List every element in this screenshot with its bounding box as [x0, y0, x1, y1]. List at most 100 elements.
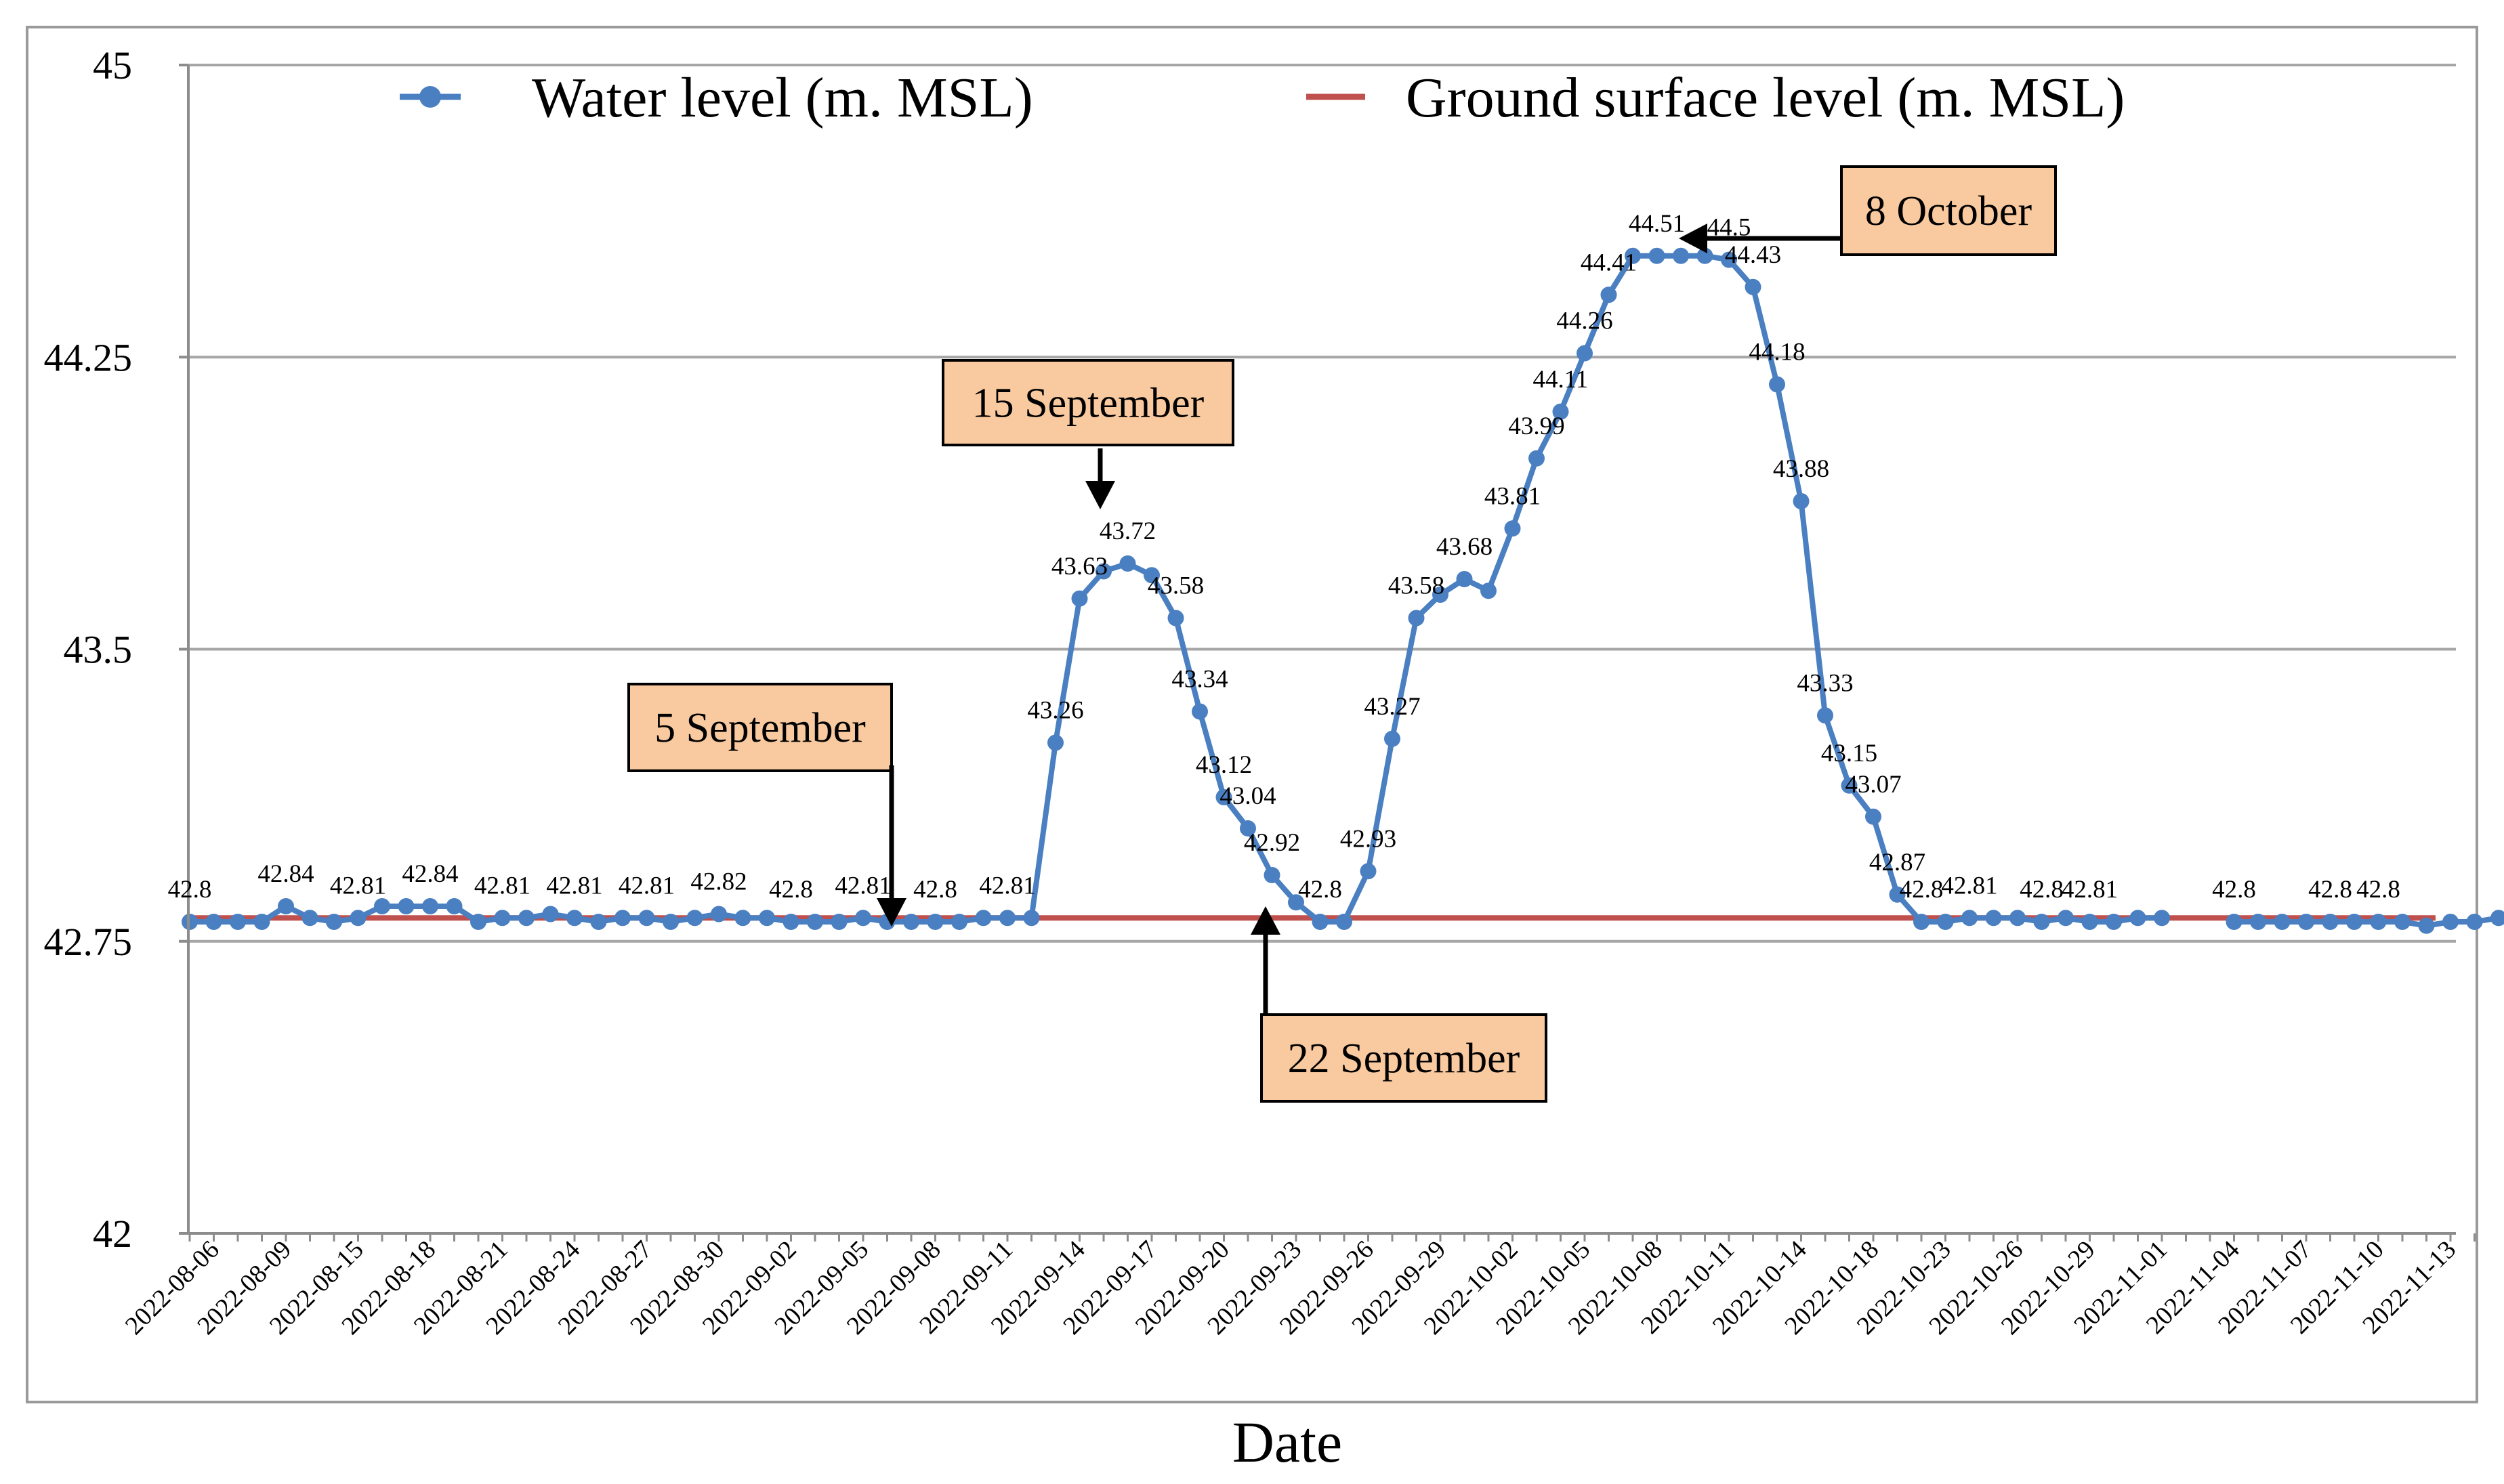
- data-label: 42.81: [474, 872, 530, 899]
- x-axis-title: Date: [1232, 1409, 1342, 1475]
- annotation-arrowhead: [1085, 481, 1115, 509]
- water-level-point: [422, 898, 438, 914]
- water-level-point: [2226, 914, 2242, 930]
- water-level-point: [1504, 520, 1521, 537]
- water-level-point: [1817, 707, 1833, 724]
- water-level-point: [1769, 376, 1785, 393]
- water-level-point: [903, 914, 919, 930]
- water-level-point: [1144, 567, 1160, 584]
- annotation-8-october: 8 October: [1679, 165, 2057, 256]
- water-level-point: [1841, 777, 1858, 794]
- water-level-point: [2081, 914, 2098, 930]
- water-level-point: [1456, 571, 1473, 587]
- y-tick-labels: 42 42.75 43.5 44.25 45: [44, 43, 133, 1256]
- data-label: 43.04: [1219, 782, 1276, 810]
- data-label: 42.84: [257, 860, 314, 888]
- data-labels: 42.8 42.84 42.81 42.84 42.81 42.81 42.81 42.82 4…: [168, 210, 2400, 904]
- water-level-point: [1721, 251, 1737, 268]
- data-label: 42.81: [835, 872, 891, 899]
- water-level-point: [1745, 278, 1761, 295]
- water-level-point: [470, 914, 486, 930]
- data-label: 43.58: [1148, 572, 1204, 600]
- water-level-point: [614, 910, 631, 927]
- water-level-point: [1625, 247, 1641, 264]
- water-level-point: [1071, 590, 1088, 607]
- water-level-point: [1432, 587, 1448, 603]
- water-level-point: [1696, 247, 1713, 264]
- water-level-point: [927, 914, 944, 930]
- data-label: 43.68: [1436, 533, 1493, 561]
- water-level-point: [494, 910, 511, 927]
- water-level-point: [518, 910, 535, 927]
- water-level-point: [855, 910, 871, 927]
- water-level-point: [1937, 914, 1954, 930]
- annotation-box: [1840, 165, 2057, 256]
- data-label: 42.93: [1340, 825, 1396, 853]
- data-label: 42.81: [2062, 876, 2118, 904]
- water-level-point: [2346, 914, 2362, 930]
- data-label: 43.63: [1051, 553, 1108, 580]
- annotation-arrowhead: [1679, 224, 1707, 253]
- water-level-point: [1288, 894, 1304, 911]
- water-level-point: [2106, 914, 2122, 930]
- data-label: 42.8: [769, 876, 813, 904]
- water-level-point: [807, 914, 823, 930]
- water-level-point: [230, 914, 246, 930]
- water-level-point: [1096, 563, 1112, 580]
- data-label: 43.07: [1845, 771, 1901, 799]
- water-level-point: [638, 910, 655, 927]
- water-level-point: [1889, 886, 1906, 903]
- water-level-point: [975, 910, 992, 927]
- water-level-point: [253, 914, 270, 930]
- water-level-point: [686, 910, 703, 927]
- water-level-point: [205, 914, 222, 930]
- data-label: 42.8: [913, 876, 957, 904]
- water-level-point: [1360, 863, 1377, 880]
- annotation-box: [1260, 1013, 1547, 1103]
- annotation-label: 22 September: [1288, 1036, 1520, 1082]
- water-level-point: [1577, 345, 1593, 362]
- data-label: 43.58: [1388, 572, 1444, 600]
- water-level-point: [542, 906, 559, 923]
- water-level-point: [2394, 914, 2411, 930]
- data-label: 44.11: [1533, 366, 1589, 394]
- water-level-point: [831, 914, 848, 930]
- data-label: 42.8: [2308, 876, 2352, 904]
- data-label: 44.18: [1749, 339, 1805, 366]
- water-level-point: [1192, 703, 1208, 720]
- data-label: 44.51: [1629, 210, 1685, 238]
- water-level-point: [759, 910, 775, 927]
- data-label: 44.26: [1556, 308, 1612, 335]
- water-level-point: [1336, 914, 1352, 930]
- data-label: 42.8: [2356, 876, 2400, 904]
- water-level-point: [999, 910, 1016, 927]
- water-level-point: [566, 910, 583, 927]
- water-level-point: [301, 910, 318, 927]
- annotation-arrowhead: [877, 898, 906, 927]
- water-level-point: [2274, 914, 2291, 930]
- water-level-point: [1312, 914, 1329, 930]
- data-label: 44.43: [1725, 241, 1781, 269]
- legend-ground-label: Ground surface level (m. MSL): [1406, 66, 2125, 129]
- water-level-point: [1215, 789, 1232, 805]
- water-level-point: [1985, 910, 2002, 927]
- water-level-point: [2154, 910, 2170, 927]
- water-level-point: [1913, 914, 1929, 930]
- water-level-point: [1408, 610, 1425, 627]
- axes: [179, 64, 2476, 1242]
- water-level-point: [734, 910, 751, 927]
- data-label: 42.81: [546, 872, 602, 899]
- water-level-point: [1673, 247, 1689, 264]
- water-level-point: [711, 906, 727, 923]
- water-level-point: [1648, 247, 1665, 264]
- annotation-5-september: 5 September: [627, 683, 906, 927]
- water-level-point: [782, 914, 799, 930]
- data-label: 42.8: [168, 876, 212, 904]
- water-level-point: [1240, 820, 1256, 836]
- water-level-point: [590, 914, 607, 930]
- annotations: 5 September 15 September 22 September 8 Oct…: [627, 165, 2057, 1103]
- water-level-point: [2490, 910, 2504, 927]
- y-tick-label: 45: [93, 43, 132, 87]
- data-label: 42.8: [1900, 876, 1944, 904]
